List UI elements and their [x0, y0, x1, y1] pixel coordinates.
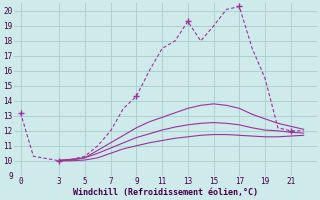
X-axis label: Windchill (Refroidissement éolien,°C): Windchill (Refroidissement éolien,°C): [73, 188, 258, 197]
